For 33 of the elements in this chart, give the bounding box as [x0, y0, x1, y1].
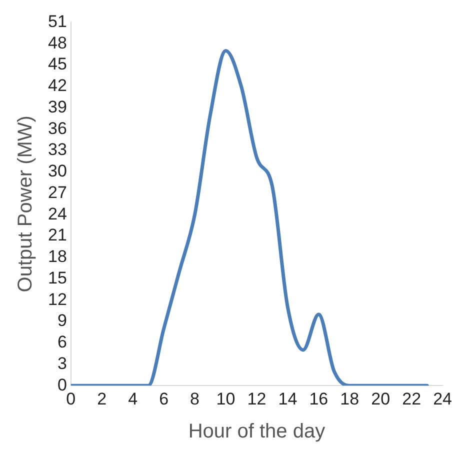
x-tick-label: 8	[190, 389, 200, 408]
x-tick-label: 24	[433, 389, 452, 408]
y-tick-label: 36	[48, 118, 67, 138]
y-tick-label: 45	[48, 54, 67, 74]
y-tick-label: 30	[48, 162, 67, 181]
y-tick-label: 3	[57, 354, 67, 373]
y-tick-label: 51	[48, 12, 67, 31]
x-tick-label: 16	[309, 389, 328, 408]
y-tick-label: 33	[48, 140, 67, 160]
y-tick-label: 42	[48, 76, 67, 96]
y-tick-label: 48	[48, 33, 67, 52]
y-tick-label: 15	[48, 268, 67, 288]
x-tick-label: 2	[97, 389, 107, 408]
x-tick-label: 22	[402, 389, 422, 408]
y-tick-label: 9	[57, 311, 67, 330]
x-axis-title: Hour of the day	[188, 420, 326, 443]
y-tick-label: 21	[48, 226, 67, 245]
x-tick-label: 18	[340, 389, 360, 408]
y-tick-label: 39	[48, 97, 67, 116]
x-tick-label: 14	[278, 389, 298, 408]
y-tick-label: 12	[48, 290, 67, 309]
y-axis-title: Output Power (MW)	[14, 116, 37, 292]
x-tick-label: 6	[159, 389, 169, 408]
y-tick-label: 24	[48, 204, 67, 224]
y-tick-label: 18	[48, 247, 67, 266]
y-tick-label: 6	[57, 332, 67, 352]
y-tick-label: 0	[57, 375, 67, 394]
x-tick-label: 20	[371, 389, 390, 408]
y-tick-label: 27	[48, 182, 67, 202]
x-tick-label: 12	[247, 389, 266, 408]
x-tick-label: 10	[216, 389, 236, 408]
x-tick-label: 4	[128, 389, 138, 408]
line-series	[70, 48, 429, 386]
